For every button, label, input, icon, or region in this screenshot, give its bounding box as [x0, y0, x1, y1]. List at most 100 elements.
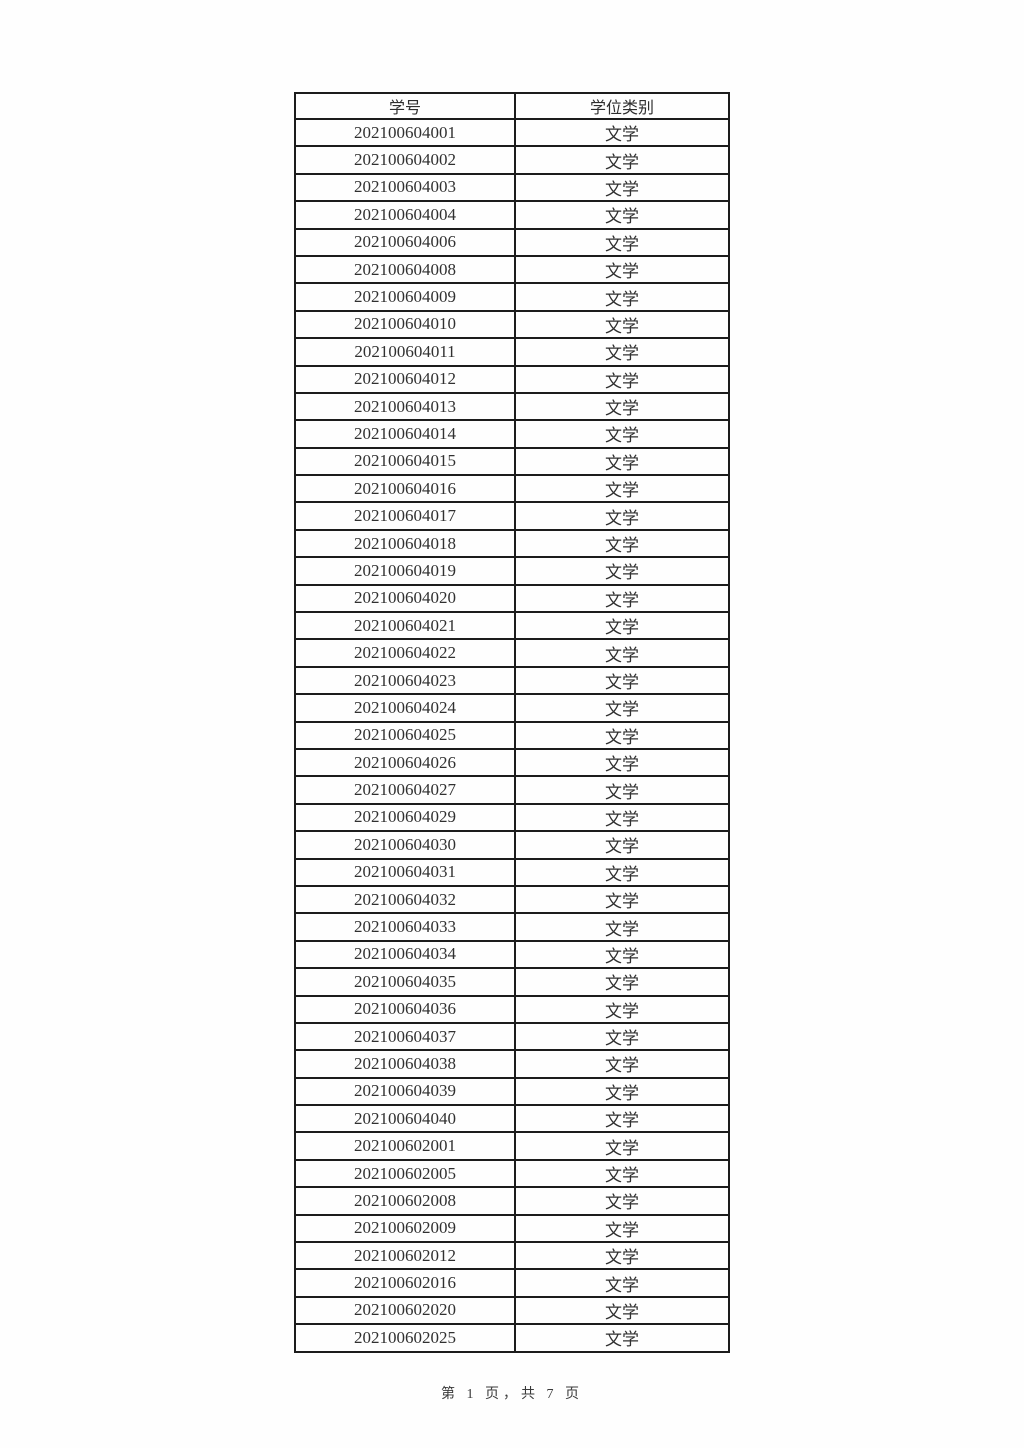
student-id-cell: 202100604024 — [294, 693, 516, 723]
student-id-cell: 202100604032 — [294, 884, 516, 915]
table-row: 202100604017 文学 — [294, 501, 730, 531]
table-row: 202100604015 文学 — [294, 446, 730, 477]
student-id-cell: 202100604013 — [294, 391, 516, 422]
degree-category-cell: 文学 — [514, 1104, 730, 1134]
degree-category-cell: 文学 — [514, 802, 730, 833]
degree-category-cell: 文学 — [514, 556, 730, 586]
degree-category-cell: 文学 — [514, 775, 730, 805]
table-row: 202100604033 文学 — [294, 912, 730, 942]
degree-category-cell: 文学 — [514, 1076, 730, 1107]
student-id-cell: 202100604008 — [294, 254, 516, 285]
page-number-footer: 第 1 页，共 7 页 — [441, 1387, 583, 1402]
table-row: 202100604013 文学 — [294, 391, 730, 422]
table-row: 202100604035 文学 — [294, 967, 730, 997]
degree-category-cell: 文学 — [514, 1323, 730, 1353]
student-id-cell: 202100604015 — [294, 446, 516, 477]
table-row: 202100604020 文学 — [294, 583, 730, 614]
student-id-cell: 202100602020 — [294, 1295, 516, 1326]
degree-category-cell: 文学 — [514, 474, 730, 504]
student-id-cell: 202100604030 — [294, 830, 516, 860]
student-id-cell: 202100604002 — [294, 145, 516, 175]
student-id-cell: 202100604011 — [294, 337, 516, 367]
degree-category-cell: 文学 — [514, 583, 730, 614]
degree-category-cell: 文学 — [514, 611, 730, 641]
table-row: 202100604003 文学 — [294, 172, 730, 203]
student-id-cell: 202100602012 — [294, 1241, 516, 1271]
degree-category-cell: 文学 — [514, 364, 730, 394]
table-row: 202100604037 文学 — [294, 1021, 730, 1052]
table-row: 202100602020 文学 — [294, 1295, 730, 1326]
student-id-cell: 202100604006 — [294, 227, 516, 257]
degree-category-cell: 文学 — [514, 172, 730, 203]
student-id-cell: 202100604022 — [294, 638, 516, 668]
table-row: 202100604038 文学 — [294, 1049, 730, 1079]
degree-category-cell: 文学 — [514, 1186, 730, 1216]
student-id-cell: 202100604009 — [294, 282, 516, 312]
table-row: 202100602012 文学 — [294, 1241, 730, 1271]
degree-category-cell: 文学 — [514, 1158, 730, 1189]
student-id-cell: 202100604020 — [294, 583, 516, 614]
table-row: 202100604006 文学 — [294, 227, 730, 257]
table-row: 202100604018 文学 — [294, 528, 730, 559]
table-row: 202100604021 文学 — [294, 611, 730, 641]
degree-category-cell: 文学 — [514, 145, 730, 175]
student-id-cell: 202100604019 — [294, 556, 516, 586]
student-id-cell: 202100602005 — [294, 1158, 516, 1189]
degree-category-cell: 文学 — [514, 391, 730, 422]
table-row: 202100604030 文学 — [294, 830, 730, 860]
student-id-cell: 202100604004 — [294, 200, 516, 230]
student-id-cell: 202100604033 — [294, 912, 516, 942]
student-id-cell: 202100604017 — [294, 501, 516, 531]
student-id-cell: 202100604035 — [294, 967, 516, 997]
table-row: 202100604029 文学 — [294, 802, 730, 833]
degree-category-cell: 文学 — [514, 254, 730, 285]
student-id-cell: 202100604034 — [294, 939, 516, 970]
student-id-cell: 202100604036 — [294, 994, 516, 1024]
table-row: 202100604011 文学 — [294, 337, 730, 367]
table-row: 202100604010 文学 — [294, 309, 730, 340]
degree-category-cell: 文学 — [514, 884, 730, 915]
student-id-cell: 202100604021 — [294, 611, 516, 641]
degree-category-cell: 文学 — [514, 747, 730, 778]
table-row: 202100604014 文学 — [294, 419, 730, 449]
degree-category-cell: 文学 — [514, 282, 730, 312]
table-row: 202100604019 文学 — [294, 556, 730, 586]
degree-category-cell: 文学 — [514, 665, 730, 696]
degree-category-cell: 文学 — [514, 638, 730, 668]
table-row: 202100604034 文学 — [294, 939, 730, 970]
degree-category-cell: 文学 — [514, 1268, 730, 1298]
degree-category-cell: 文学 — [514, 720, 730, 750]
column-header-degree-category: 学位类别 — [514, 92, 730, 120]
student-id-cell: 202100602025 — [294, 1323, 516, 1353]
table-row: 202100604036 文学 — [294, 994, 730, 1024]
table-row: 202100604022 文学 — [294, 638, 730, 668]
degree-category-cell: 文学 — [514, 446, 730, 477]
degree-category-cell: 文学 — [514, 830, 730, 860]
degree-category-cell: 文学 — [514, 337, 730, 367]
column-header-student-id: 学号 — [294, 92, 516, 120]
table-row: 202100604023 文学 — [294, 665, 730, 696]
student-id-cell: 202100604038 — [294, 1049, 516, 1079]
student-id-cell: 202100604037 — [294, 1021, 516, 1052]
degree-category-cell: 文学 — [514, 117, 730, 148]
student-id-cell: 202100602001 — [294, 1131, 516, 1161]
table-row: 202100602008 文学 — [294, 1186, 730, 1216]
student-id-cell: 202100604018 — [294, 528, 516, 559]
table-row: 202100604001 文学 — [294, 117, 730, 148]
table-row: 202100602009 文学 — [294, 1213, 730, 1244]
table-row: 202100604016 文学 — [294, 474, 730, 504]
degree-category-cell: 文学 — [514, 419, 730, 449]
degree-category-cell: 文学 — [514, 939, 730, 970]
student-id-cell: 202100604026 — [294, 747, 516, 778]
table-row: 202100604025 文学 — [294, 720, 730, 750]
degree-category-cell: 文学 — [514, 693, 730, 723]
table-header-row: 学号 学位类别 — [294, 92, 730, 120]
table-row: 202100604031 文学 — [294, 857, 730, 887]
table-row: 202100604002 文学 — [294, 145, 730, 175]
degree-category-cell: 文学 — [514, 994, 730, 1024]
table-row: 202100604008 文学 — [294, 254, 730, 285]
degree-category-cell: 文学 — [514, 967, 730, 997]
degree-category-cell: 文学 — [514, 200, 730, 230]
table-row: 202100604040 文学 — [294, 1104, 730, 1134]
